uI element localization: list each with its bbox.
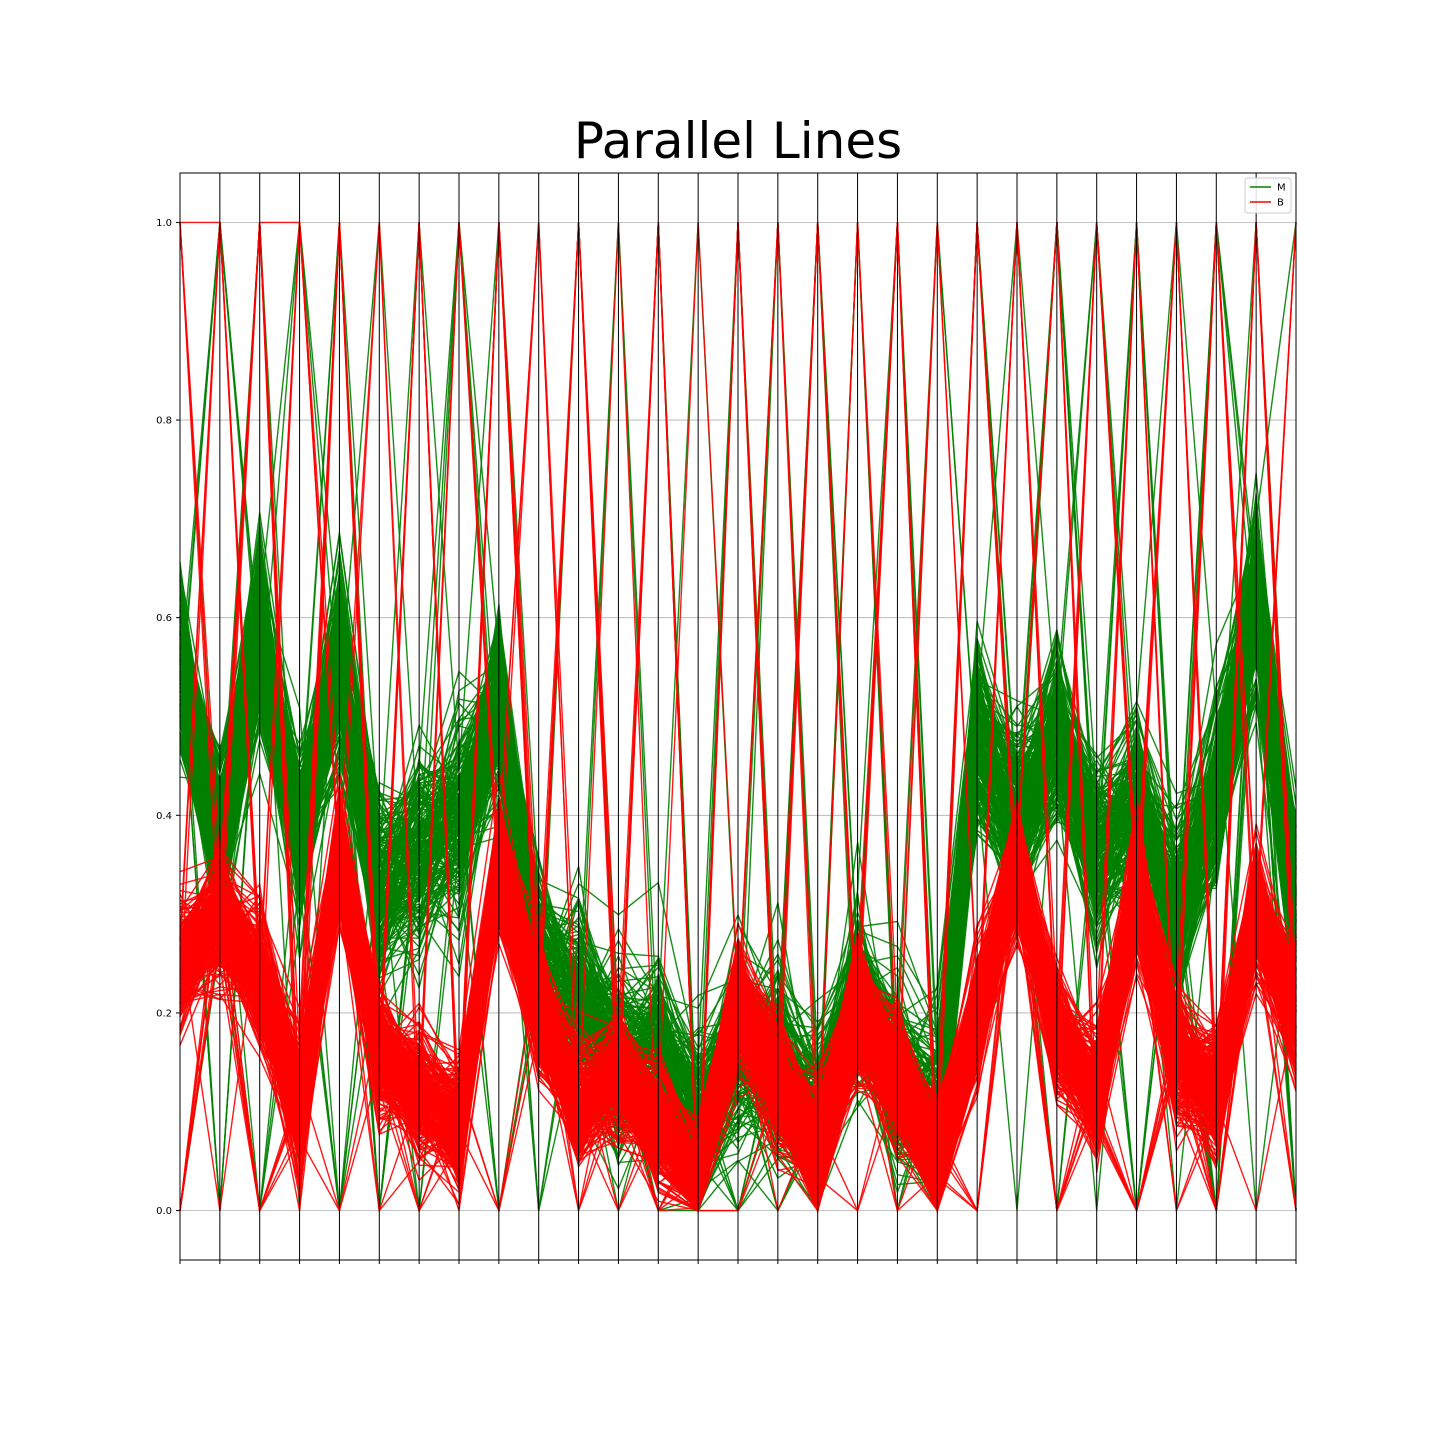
y-tick-label: 0.2 xyxy=(156,1008,172,1019)
legend-label-M: M xyxy=(1277,183,1286,194)
y-tick-label: 0.6 xyxy=(156,613,172,624)
chart-title: Parallel Lines xyxy=(573,112,903,170)
y-axis-ticks: 0.0 0.2 0.4 0.6 0.8 1.0 xyxy=(156,218,1297,1264)
legend: MB xyxy=(1244,177,1292,214)
y-tick-label: 1.0 xyxy=(156,218,172,229)
legend-label-B: B xyxy=(1277,198,1284,209)
data-lines xyxy=(179,221,1297,1214)
y-tick-label: 0.0 xyxy=(156,1206,172,1217)
parallel-axes xyxy=(179,173,1297,1260)
y-tick-label: 0.8 xyxy=(156,416,172,427)
y-tick-label: 0.4 xyxy=(156,811,172,822)
